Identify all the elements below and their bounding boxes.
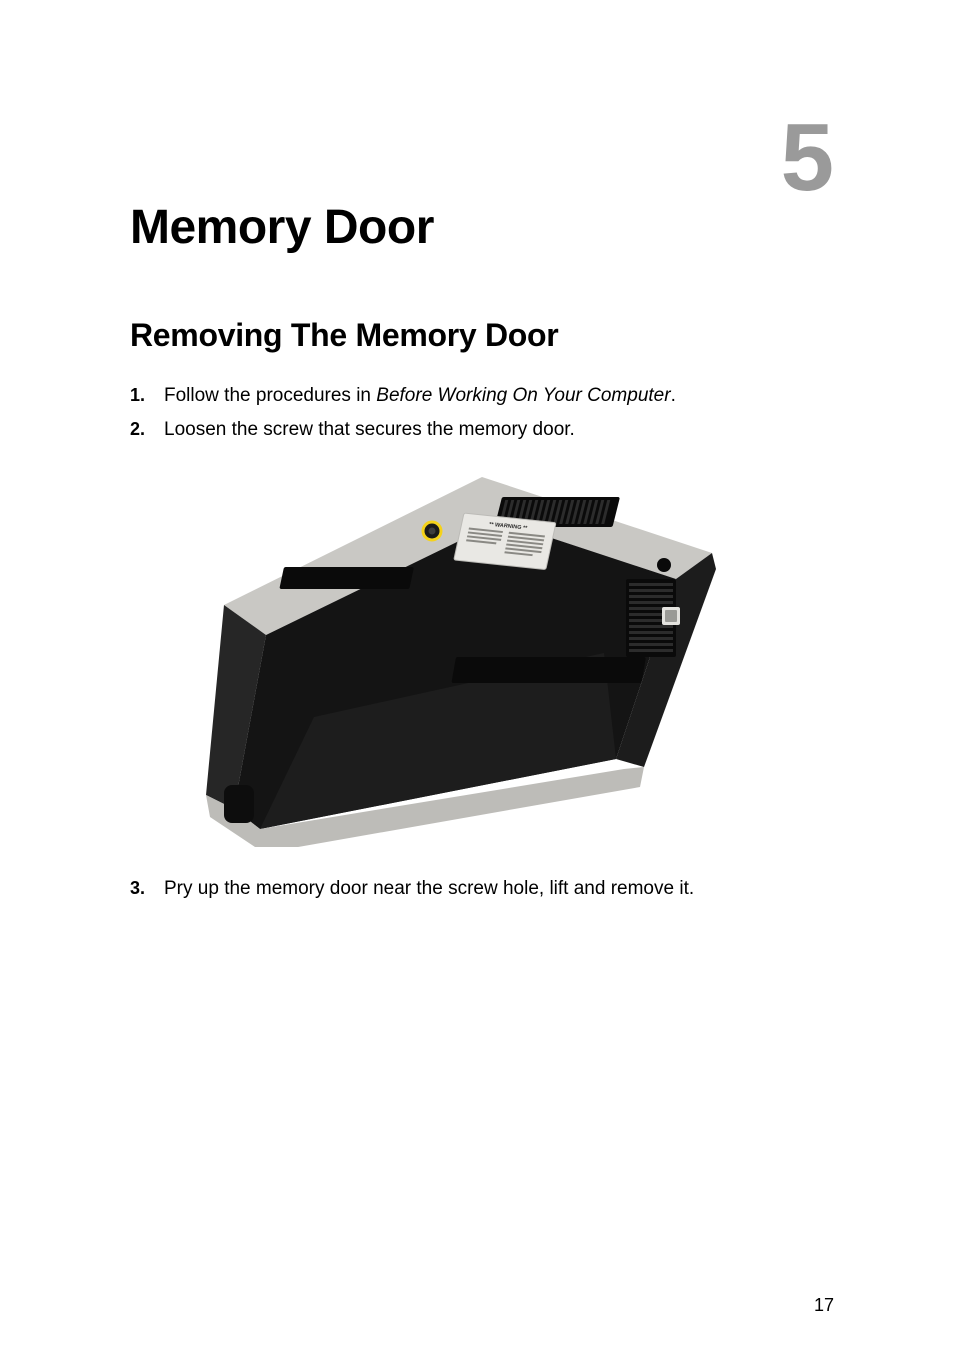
step-3: Pry up the memory door near the screw ho… [130, 875, 834, 903]
step-list: Follow the procedures in Before Working … [130, 382, 834, 443]
rubber-foot [224, 785, 254, 823]
section-title: Removing The Memory Door [130, 317, 834, 354]
step-text: Pry up the memory door near the screw ho… [164, 878, 694, 899]
step-list-cont: Pry up the memory door near the screw ho… [130, 875, 834, 903]
figure: ** WARNING ** [164, 457, 724, 847]
laptop-illustration: ** WARNING ** [164, 457, 724, 847]
badge-icon [662, 607, 680, 625]
step-2: Loosen the screw that secures the memory… [130, 416, 834, 444]
step-italic: Before Working On Your Computer [376, 385, 670, 406]
rubber-foot [657, 558, 671, 572]
page-number: 17 [814, 1295, 834, 1316]
step-suffix: . [671, 385, 676, 406]
chapter-title: Memory Door [130, 200, 834, 255]
laptop-svg: ** WARNING ** [164, 457, 724, 847]
step-text: Loosen the screw that secures the memory… [164, 419, 575, 440]
step-text: Follow the procedures in [164, 385, 376, 406]
page: 5 Memory Door Removing The Memory Door F… [0, 0, 954, 1366]
screw-head [429, 528, 436, 535]
warning-label: ** WARNING ** [454, 513, 556, 570]
step-1: Follow the procedures in Before Working … [130, 382, 834, 410]
chapter-number: 5 [781, 110, 834, 206]
